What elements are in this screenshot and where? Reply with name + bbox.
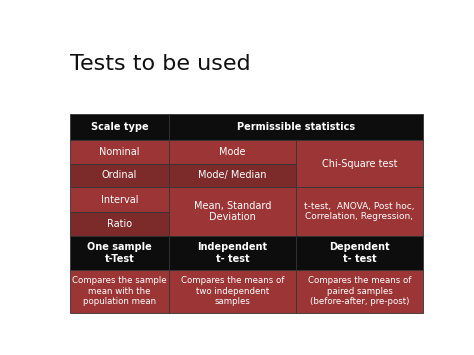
Bar [70, 236, 169, 269]
Text: Ratio: Ratio [107, 219, 132, 229]
Bar [169, 114, 423, 140]
Text: Permissible statistics: Permissible statistics [237, 122, 355, 132]
Text: Compares the means of
two independent
samples: Compares the means of two independent sa… [181, 277, 284, 306]
Text: t-test,  ANOVA, Post hoc,
Correlation, Regression,: t-test, ANOVA, Post hoc, Correlation, Re… [304, 202, 415, 221]
Bar [70, 187, 169, 212]
Bar [169, 187, 296, 236]
Bar [296, 187, 423, 236]
Bar [70, 212, 169, 236]
Bar [296, 269, 423, 313]
Text: Scale type: Scale type [91, 122, 148, 132]
Bar [169, 269, 296, 313]
Bar [70, 269, 169, 313]
Text: Chi-Square test: Chi-Square test [322, 159, 397, 169]
Text: Interval: Interval [101, 195, 138, 205]
Text: Mode/ Median: Mode/ Median [198, 170, 267, 180]
Text: Independent
t- test: Independent t- test [198, 242, 267, 263]
Text: Mode: Mode [219, 147, 246, 157]
Bar [296, 140, 423, 187]
Bar [296, 236, 423, 269]
Text: Dependent
t- test: Dependent t- test [329, 242, 390, 263]
Bar [70, 114, 169, 140]
Bar [70, 140, 169, 164]
Bar [70, 164, 169, 187]
Text: Compares the means of
paired samples
(before-after, pre-post): Compares the means of paired samples (be… [308, 277, 411, 306]
Text: Ordinal: Ordinal [102, 170, 137, 180]
Bar [169, 236, 296, 269]
Text: Compares the sample
mean with the
population mean: Compares the sample mean with the popula… [73, 277, 167, 306]
Text: Mean, Standard
Deviation: Mean, Standard Deviation [194, 201, 271, 222]
Text: Nominal: Nominal [100, 147, 140, 157]
Bar [169, 164, 296, 187]
Bar [169, 140, 296, 164]
Text: Tests to be used: Tests to be used [70, 54, 251, 73]
Text: One sample
t-Test: One sample t-Test [87, 242, 152, 263]
